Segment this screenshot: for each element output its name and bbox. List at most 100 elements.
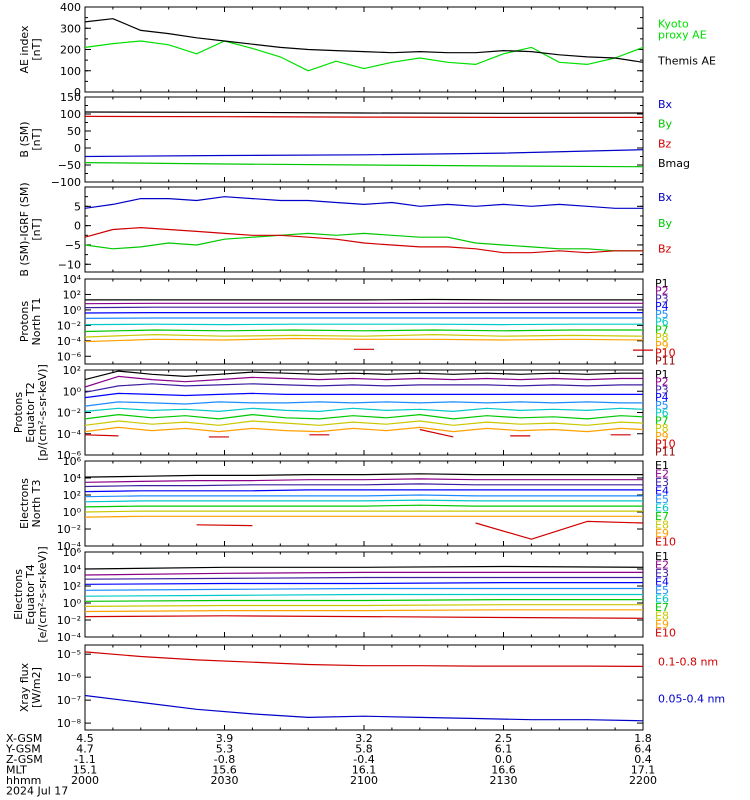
legend-entry: Bz (658, 243, 672, 256)
y-axis-label: [W/m2] (30, 667, 43, 708)
y-tick-label: 200 (60, 44, 81, 57)
series-line-E3 (84, 483, 643, 488)
footer-value: 2030 (211, 774, 239, 787)
y-tick-label: 10⁻⁴ (57, 428, 82, 441)
legend-entry: E2 (655, 559, 669, 572)
legend-entry: P11 (655, 445, 676, 458)
y-axis-label: Protons (12, 392, 25, 433)
legend-entry: P6 (655, 407, 669, 420)
legend-entry: P5 (655, 399, 669, 412)
series-line-Themis AE (84, 18, 644, 63)
footer-value: -1.1 (74, 753, 95, 766)
series-line-E3 (84, 576, 643, 580)
legend-entry: Bmag (658, 157, 690, 170)
panel-frame (84, 369, 644, 456)
footer-value: 17.1 (631, 764, 656, 777)
y-tick-label: 0 (74, 142, 81, 155)
y-tick-label: 10² (63, 364, 81, 377)
y-tick-label: 10⁻⁴ (57, 631, 82, 644)
series-line-P5 (84, 401, 643, 407)
series-line-P4 (84, 392, 643, 399)
y-tick-label: 10⁰ (63, 597, 82, 610)
footer-value: 4.5 (76, 732, 94, 745)
legend-entry: Bz (658, 137, 672, 150)
footer-value: 15.1 (73, 764, 98, 777)
legend-entry: E5 (655, 584, 669, 597)
footer-value: 5.3 (216, 743, 234, 756)
y-axis-label: North T1 (30, 298, 43, 346)
y-tick-label: 300 (60, 22, 81, 35)
footer-value: 3.2 (355, 732, 373, 745)
footer-date: 2024 Jul 17 (6, 785, 68, 798)
footer-value: 2000 (71, 774, 99, 787)
y-axis-label: [p/(cm²-s-sr-keV)] (36, 364, 49, 461)
y-axis-label: AE index (18, 25, 31, 74)
series-line-P2 (84, 375, 643, 388)
y-axis-label: [nT] (30, 218, 43, 240)
y-tick-label: 10⁻² (57, 407, 81, 420)
series-line-Bmag (84, 111, 644, 114)
footer-value: 4.7 (76, 743, 94, 756)
series-line-E10 (196, 524, 253, 527)
series-line-P8 (84, 334, 644, 338)
y-tick-label: 5 (74, 200, 81, 213)
legend-entry: P4 (655, 300, 669, 313)
footer-value: 2200 (629, 774, 657, 787)
series-line-By (84, 232, 643, 252)
series-line-P1 (84, 370, 643, 381)
footer-value: 6.1 (495, 743, 513, 756)
y-tick-label: 10² (63, 489, 81, 502)
y-tick-label: 10⁴ (63, 563, 82, 576)
footer-value: 16.6 (491, 764, 516, 777)
series-line-P8 (84, 420, 644, 426)
legend-entry: P10 (655, 347, 676, 360)
series-line-P10 (419, 428, 454, 438)
legend-entry: P1 (655, 368, 669, 381)
legend-entry: P7 (655, 323, 669, 336)
legend-entry: 0.1-0.8 nm (658, 655, 718, 668)
series-line-P6 (84, 407, 644, 412)
legend-entry: P11 (655, 354, 676, 367)
series-line-Bz (84, 227, 643, 254)
series-line-By (84, 162, 644, 168)
legend-entry: E3 (655, 567, 669, 580)
legend-entry: P5 (655, 308, 669, 321)
y-tick-label: 10⁰ (63, 385, 82, 398)
footer-value: -0.8 (214, 753, 235, 766)
y-tick-label: 10⁶ (63, 546, 82, 559)
y-tick-label: 10⁴ (63, 273, 82, 286)
y-tick-label: −10 (58, 258, 81, 271)
y-tick-label: 10⁻⁴ (57, 540, 82, 553)
footer-row-label: Y-GSM (5, 743, 41, 756)
footer-value: -0.4 (353, 753, 374, 766)
y-axis-label: Electrons (12, 569, 25, 620)
y-tick-label: 10⁻⁶ (57, 449, 82, 462)
panel-frame (84, 460, 644, 547)
series-line-E6 (84, 593, 643, 597)
legend-entry: E9 (655, 527, 669, 540)
y-tick-label: 10⁴ (63, 472, 82, 485)
series-line-Kyoto proxy AE (84, 40, 644, 72)
legend-entry: E1 (655, 550, 669, 563)
y-tick-label: 10⁻⁴ (57, 335, 82, 348)
legend-entry: E5 (655, 493, 669, 506)
panel-4: 10⁻⁶ 10⁻⁴ 10⁻² 10⁰ 10² 10⁴ Protons North T1 P1P2… (18, 273, 676, 367)
footer-table: X-GSM 4.5 3.9 3.2 2.5 1.8 Y-GSM 4.7 5.3 5.8 6.1 6.4… (5, 732, 657, 798)
legend-entry: Bx (658, 98, 673, 111)
panel-2: −100 −50 0 50 100 150 B (SM) [nT] Bx By Bz Bmag (18, 91, 690, 189)
y-axis-label: [nT] (30, 128, 43, 150)
legend-entry: E4 (655, 576, 669, 589)
legend-entry: E3 (655, 476, 669, 489)
y-tick-label: 100 (60, 108, 81, 121)
panel-frame (84, 6, 644, 93)
legend-entry: P3 (655, 383, 669, 396)
y-tick-label: 10² (63, 580, 81, 593)
legend-entry: P4 (655, 391, 669, 404)
legend-entry: P9 (655, 339, 669, 352)
legend-entry: P8 (655, 422, 669, 435)
series-line-E10 (84, 615, 644, 619)
y-tick-label: −100 (51, 176, 81, 189)
series-line-E7 (84, 504, 643, 508)
legend-entry: 0.05-0.4 nm (658, 692, 725, 705)
y-tick-label: 150 (60, 91, 81, 104)
